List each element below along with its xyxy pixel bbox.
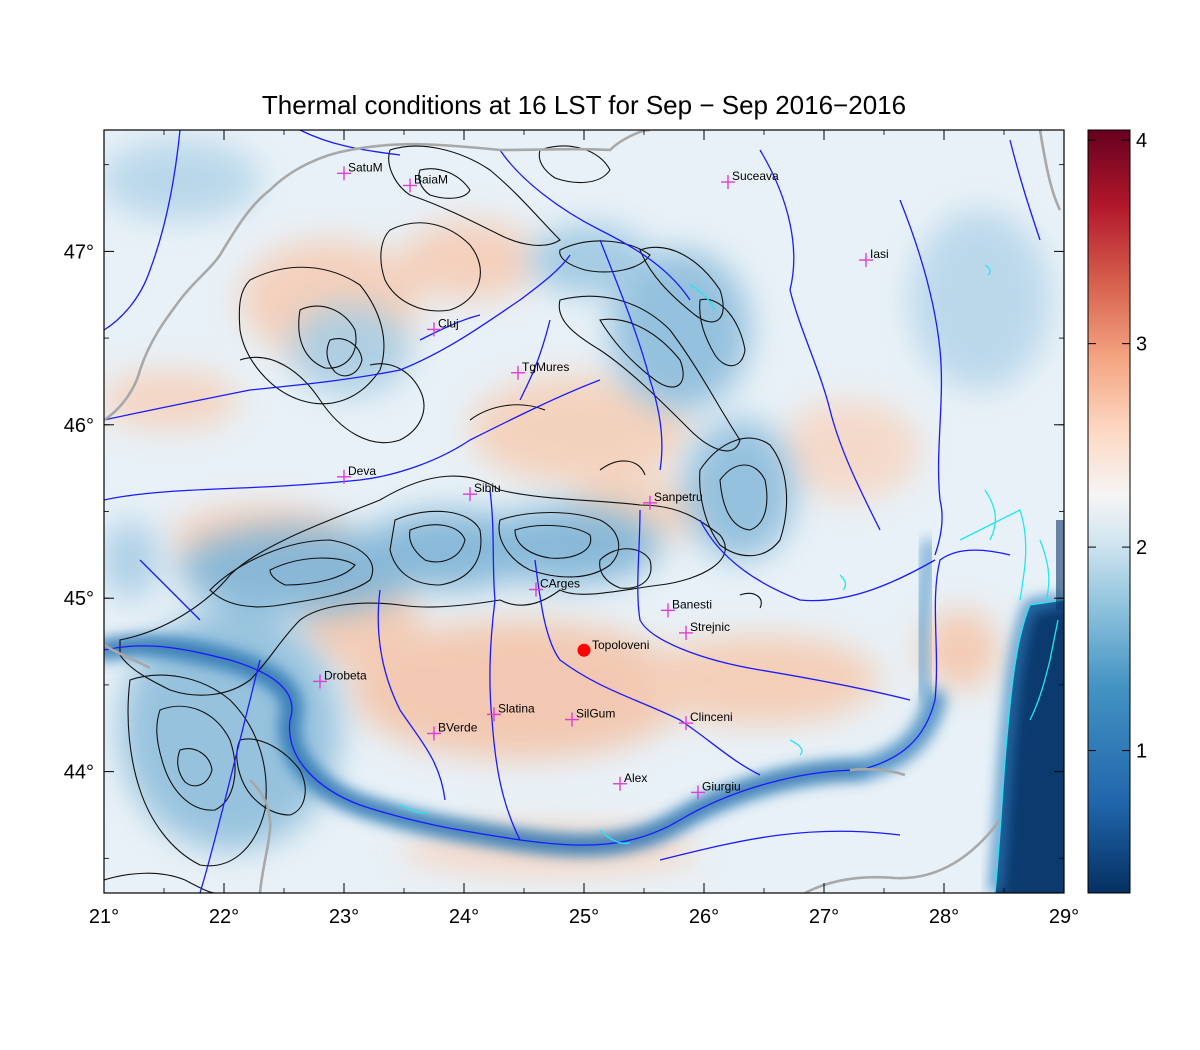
station-marker: BVerde — [427, 720, 478, 741]
station-marker: Deva — [337, 464, 376, 484]
station-label: BaiaM — [414, 172, 448, 186]
colorbar-tick-label: 1 — [1136, 741, 1147, 763]
delta-cold-band — [911, 539, 939, 702]
station-label: Cluj — [438, 316, 459, 330]
station-layer: SatuM BaiaM Suceava Iasi Cluj TgMures Deva Sibi… — [313, 160, 889, 800]
station-marker: Sanpetru — [643, 490, 703, 510]
station-marker: Giurgiu — [691, 779, 741, 800]
lon-tick-label: 23° — [329, 906, 359, 928]
station-label: Suceava — [732, 169, 779, 183]
station-marker: Alex — [613, 771, 647, 791]
lat-tick-label: 47° — [64, 241, 94, 263]
station-marker: Sibiu — [463, 481, 501, 502]
colorbar: 1 2 3 4 — [1087, 129, 1147, 894]
highlight-station-dot — [577, 643, 591, 657]
borders — [104, 130, 1062, 893]
station-marker: Suceava — [721, 169, 779, 190]
station-label: Giurgiu — [702, 779, 741, 793]
station-label: Alex — [624, 771, 647, 785]
latitude-axis: 44° 45° 46° 47° — [64, 164, 1064, 859]
station-label: Clinceni — [690, 710, 733, 724]
sea-edge-strip — [1056, 520, 1064, 610]
station-label: SilGum — [576, 707, 615, 721]
colorbar-tick-label: 2 — [1136, 537, 1147, 559]
lon-tick-label: 25° — [569, 906, 599, 928]
topography-contours — [104, 145, 788, 893]
colorbar-tick-label: 4 — [1136, 130, 1147, 152]
coastline — [399, 264, 1064, 893]
station-label: Deva — [348, 464, 376, 478]
station-label: SatuM — [348, 160, 383, 174]
station-label: Sibiu — [474, 481, 501, 495]
station-label: TgMures — [522, 360, 569, 374]
station-label: BVerde — [438, 720, 478, 734]
highlight-station-label: Topoloveni — [592, 638, 649, 652]
station-label: Iasi — [870, 247, 889, 261]
station-marker: SilGum — [565, 707, 615, 727]
station-label: Drobeta — [324, 668, 367, 682]
lon-tick-label: 24° — [449, 906, 479, 928]
station-marker: Slatina — [487, 701, 535, 722]
colorbar-tick-label: 3 — [1136, 334, 1147, 356]
lat-tick-label: 44° — [64, 762, 94, 784]
cool-field — [104, 140, 1050, 850]
station-marker: BaiaM — [403, 172, 448, 193]
station-label: Banesti — [672, 597, 712, 611]
station-marker: Iasi — [859, 247, 889, 268]
station-marker: TgMures — [511, 360, 569, 380]
station-marker: Clinceni — [679, 710, 733, 731]
station-marker: Banesti — [661, 597, 712, 618]
lon-tick-label: 22° — [209, 906, 239, 928]
rivers — [104, 130, 1041, 893]
page-title: Thermal conditions at 16 LST for Sep − S… — [261, 90, 907, 120]
colorbar-ticks: 1 2 3 4 — [1088, 130, 1147, 763]
station-marker: Drobeta — [313, 668, 367, 689]
station-label: Slatina — [498, 701, 535, 715]
lon-tick-label: 26° — [689, 906, 719, 928]
lon-tick-label: 29° — [1049, 906, 1079, 928]
colorbar-gradient — [1088, 130, 1130, 893]
station-marker: CArges — [529, 577, 580, 597]
lat-tick-label: 46° — [64, 415, 94, 437]
station-marker: Cluj — [427, 316, 459, 337]
lon-tick-label: 27° — [809, 906, 839, 928]
lon-tick-label: 21° — [89, 906, 119, 928]
station-label: Strejnic — [690, 620, 730, 634]
lat-tick-label: 45° — [64, 588, 94, 610]
map-area — [104, 130, 1064, 893]
colorbar-frame — [1087, 129, 1131, 894]
station-label: Sanpetru — [654, 490, 703, 504]
longitude-axis: 21° 22° 23° 24° 25° 26° 27° 28° 29° — [89, 130, 1079, 928]
station-label: CArges — [540, 577, 580, 591]
station-marker: SatuM — [337, 160, 383, 181]
station-marker: Strejnic — [679, 620, 730, 640]
lon-tick-label: 28° — [929, 906, 959, 928]
